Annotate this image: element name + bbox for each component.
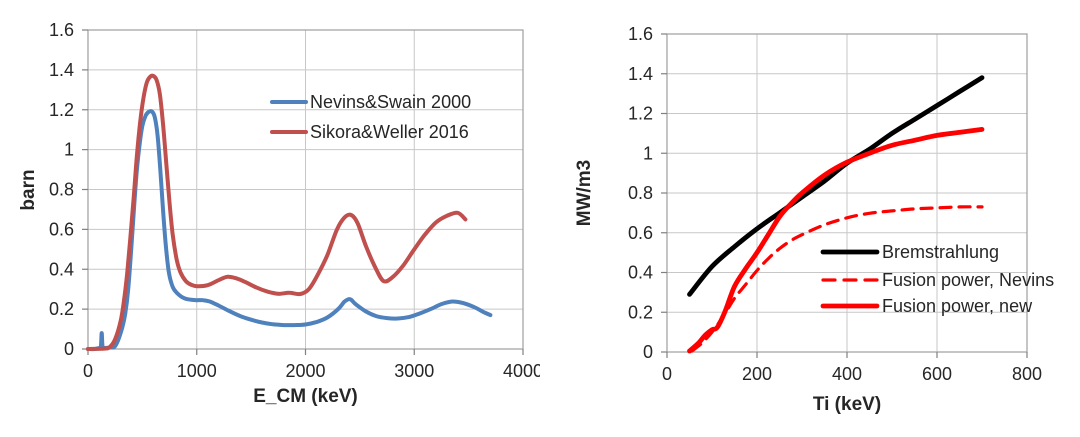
power-density-chart: 0 200 400 600 800 0 0.2 0.4 0.6 0.8 1 1.2 1.4 1.6 Ti (… — [574, 24, 1054, 415]
x-tick-label: 0 — [662, 364, 672, 384]
y-tick-label: 0.8 — [49, 180, 74, 200]
x-tick-label: 4000 — [503, 361, 540, 381]
y-tick-label: 1.6 — [628, 24, 653, 44]
legend-label: Fusion power, new — [882, 296, 1033, 316]
y-tick-label: 1.2 — [628, 104, 653, 124]
legend-item: Fusion power, new — [820, 296, 1033, 316]
legend-item: Sikora&Weller 2016 — [270, 122, 469, 142]
x-tick-label: 400 — [832, 364, 862, 384]
axis-ticks — [661, 33, 1028, 358]
y-tick-label: 0.4 — [628, 263, 653, 283]
y-tick-label: 0.2 — [49, 299, 74, 319]
y-tick-label: 0.6 — [49, 219, 74, 239]
legend-label: Bremstrahlung — [882, 242, 999, 262]
x-axis-title: E_CM (keV) — [253, 386, 358, 407]
x-tick-label: 0 — [83, 361, 93, 381]
legend-label: Nevins&Swain 2000 — [310, 92, 471, 112]
cross-section-chart: 0 1000 2000 3000 4000 0 0.2 0.4 0.6 0.8 1 1.2 1.4 1.6… — [18, 20, 540, 407]
y-tick-label: 0 — [64, 339, 74, 359]
y-tick-label: 1.6 — [49, 20, 74, 40]
x-tick-label: 2000 — [285, 361, 325, 381]
y-tick-label: 1 — [643, 143, 653, 163]
legend-item: Bremstrahlung — [820, 242, 999, 262]
series-line-nevins-swain-2000 — [86, 109, 493, 352]
legend-item: Nevins&Swain 2000 — [270, 92, 471, 112]
y-axis-title: barn — [18, 169, 39, 210]
y-tick-label: 1 — [64, 140, 74, 160]
y-tick-label: 0.6 — [628, 223, 653, 243]
legend-item: Fusion power, Nevins — [821, 270, 1054, 290]
series-line-sikora-weller-2016 — [86, 73, 468, 351]
y-axis-title: MW/m3 — [574, 160, 595, 227]
series-line-bremstrahlung — [687, 75, 985, 297]
y-tick-label: 1.2 — [49, 100, 74, 120]
y-tick-label: 0.8 — [628, 183, 653, 203]
x-tick-label: 200 — [742, 364, 772, 384]
legend-label: Fusion power, Nevins — [882, 270, 1054, 290]
x-tick-label: 800 — [1012, 364, 1042, 384]
legend: Bremstrahlung Fusion power, Nevins Fusion … — [820, 242, 1054, 316]
y-tick-label: 0 — [643, 342, 653, 362]
x-tick-label: 600 — [922, 364, 952, 384]
x-tick-label: 3000 — [394, 361, 434, 381]
y-tick-label: 0.4 — [49, 259, 74, 279]
series-line-fusion-power-new — [687, 127, 985, 354]
y-tick-label: 1.4 — [49, 60, 74, 80]
x-tick-label: 1000 — [177, 361, 217, 381]
y-tick-label: 1.4 — [628, 64, 653, 84]
legend-label: Sikora&Weller 2016 — [310, 122, 469, 142]
legend: Nevins&Swain 2000 Sikora&Weller 2016 — [270, 92, 471, 142]
x-axis-title: Ti (keV) — [813, 394, 881, 415]
y-tick-label: 0.2 — [628, 302, 653, 322]
